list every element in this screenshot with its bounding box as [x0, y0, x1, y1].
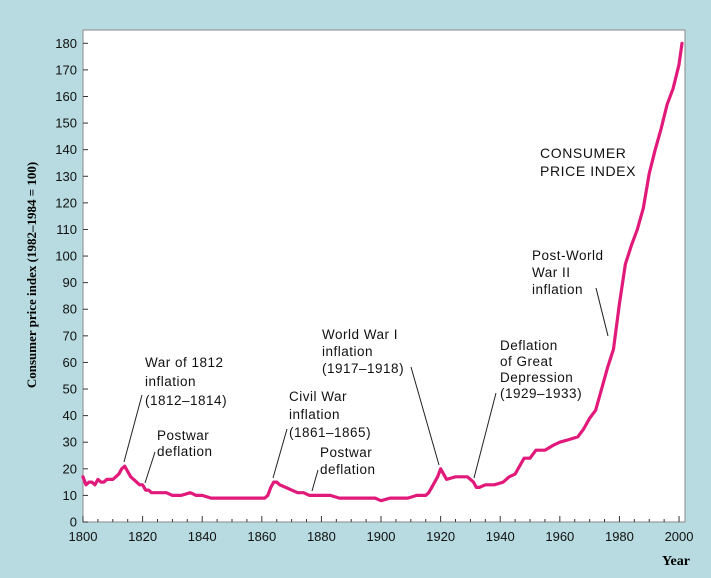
annotation-leaders	[123, 287, 609, 492]
x-tick-label: 1840	[188, 529, 217, 544]
leader-world-war-1	[410, 366, 440, 466]
cpi-series-line	[81, 41, 684, 503]
x-tick-label: 1940	[486, 529, 515, 544]
x-tick-label: 1880	[307, 529, 336, 544]
x-tick-label: 1820	[128, 529, 157, 544]
y-tick-label: 20	[63, 461, 77, 476]
y-tick-label: 30	[63, 435, 77, 450]
tick-labels: 0 10 20 30 40 50 60 70 80 90 100 110 120 130 140 150 160…	[55, 36, 693, 544]
y-tick-label: 0	[70, 515, 77, 530]
annotation-civil-war: Civil War	[289, 389, 347, 404]
annotation-world-war-1: (1917–1918)	[322, 361, 404, 376]
annotation-post-ww2: War II	[532, 265, 571, 280]
annotation-war-of-1812: inflation	[145, 374, 196, 389]
x-axis-label: Year	[662, 554, 690, 569]
x-tick-label: 1800	[69, 529, 98, 544]
y-tick-label: 10	[63, 488, 77, 503]
y-tick-label: 130	[55, 169, 77, 184]
series-label: CONSUMER	[540, 145, 626, 161]
annotation-postwar-deflation-1: Postwar	[157, 428, 209, 443]
leader-postwar-deflation-1	[144, 451, 156, 484]
annotation-postwar-deflation-2: Postwar	[320, 445, 372, 460]
annotation-war-of-1812: War of 1812	[145, 355, 224, 370]
x-tick-label: 2000	[665, 529, 694, 544]
leader-civil-war	[272, 428, 288, 479]
y-axis-label: Consumer price index (1982–1984 = 100)	[24, 162, 39, 388]
leader-great-depression	[473, 392, 497, 479]
annotation-great-depression: of Great	[500, 354, 553, 369]
annotation-postwar-deflation-1: deflation	[157, 444, 213, 459]
y-tick-label: 120	[55, 195, 77, 210]
y-tick-label: 70	[63, 328, 77, 343]
y-tick-label: 150	[55, 116, 77, 131]
y-tick-label: 90	[63, 275, 77, 290]
series-label: PRICE INDEX	[540, 163, 636, 179]
annotation-great-depression: Depression	[500, 370, 573, 385]
annotation-great-depression: (1929–1933)	[500, 386, 582, 401]
y-tick-label: 170	[55, 62, 77, 77]
y-tick-label: 140	[55, 142, 77, 157]
annotation-postwar-deflation-2: deflation	[320, 462, 376, 477]
y-tick-label: 100	[55, 249, 77, 264]
annotation-civil-war: (1861–1865)	[289, 425, 371, 440]
y-tick-label: 50	[63, 382, 77, 397]
annotation-war-of-1812: (1812–1814)	[145, 393, 227, 408]
x-tick-label: 1960	[545, 529, 574, 544]
plot-area	[82, 29, 686, 523]
x-tick-label: 1920	[426, 529, 455, 544]
x-tick-label: 1900	[367, 529, 396, 544]
y-tick-label: 180	[55, 36, 77, 51]
annotation-post-ww2: inflation	[532, 282, 583, 297]
x-tick-label: 1980	[605, 529, 634, 544]
leader-postwar-deflation-2	[311, 469, 319, 492]
y-tick-label: 160	[55, 89, 77, 104]
annotation-post-ww2: Post-World	[532, 248, 604, 263]
annotations: War of 1812inflation(1812–1814)Postwarde…	[145, 145, 636, 477]
y-tick-label: 110	[56, 222, 77, 237]
annotation-civil-war: inflation	[289, 407, 340, 422]
y-tick-label: 80	[63, 302, 77, 317]
y-tick-label: 60	[63, 355, 77, 370]
annotation-world-war-1: World War I	[322, 327, 398, 342]
x-tick-label: 1860	[247, 529, 276, 544]
y-tick-label: 40	[63, 408, 77, 423]
leader-post-ww2	[595, 287, 609, 337]
annotation-world-war-1: inflation	[322, 344, 373, 359]
axes	[82, 42, 680, 523]
annotation-great-depression: Deflation	[500, 338, 558, 353]
leader-war-of-1812	[123, 394, 143, 463]
